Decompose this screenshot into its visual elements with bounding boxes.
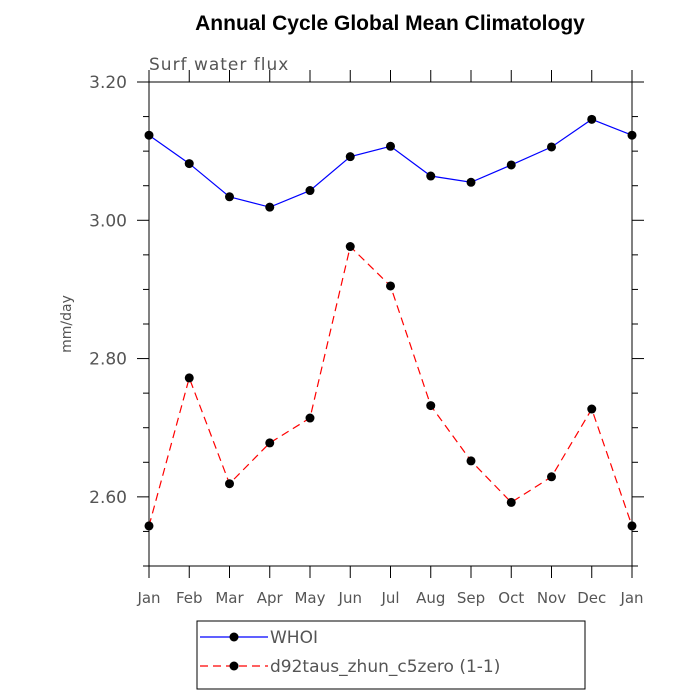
legend-label-d92taus: d92taus_zhun_c5zero (1-1) — [270, 657, 500, 677]
data-point-0 — [184, 159, 194, 169]
data-point-0 — [225, 192, 234, 202]
y-tick-label: 2.80 — [89, 350, 127, 370]
legend: WHOI d92taus_zhun_c5zero (1-1) — [196, 620, 586, 690]
data-point-0 — [426, 171, 436, 181]
data-point-1 — [466, 456, 476, 466]
data-point-1 — [426, 401, 436, 411]
legend-marker-whoi — [229, 632, 239, 642]
x-tick-label: Aug — [416, 589, 445, 607]
chart-title: Annual Cycle Global Mean Climatology — [195, 12, 585, 35]
data-point-0 — [386, 141, 395, 151]
x-tick-label: Jul — [380, 589, 399, 607]
x-tick-label: Sep — [457, 589, 485, 607]
y-tick-label: 2.60 — [89, 488, 127, 508]
data-point-0 — [547, 142, 556, 152]
series-lines — [144, 114, 637, 531]
data-point-0 — [144, 130, 154, 140]
legend-label-whoi: WHOI — [270, 628, 318, 648]
data-point-0 — [587, 114, 597, 124]
data-point-0 — [627, 130, 637, 140]
data-point-1 — [627, 521, 637, 531]
y-tick-label: 3.00 — [89, 211, 127, 231]
data-point-0 — [466, 177, 476, 187]
data-point-0 — [506, 160, 516, 170]
x-tick-labels: Jan Feb Mar Apr May Jun Jul Aug Sep Oct Nov Dec Jan — [136, 589, 643, 607]
x-tick-label: Jan — [619, 589, 643, 607]
y-tick-labels: 2.60 2.80 3.00 3.20 — [89, 73, 127, 508]
data-point-1 — [144, 521, 154, 531]
y-axis-label: mm/day — [59, 295, 75, 353]
x-tick-label: Nov — [537, 589, 566, 607]
chart-subtitle: Surf water flux — [149, 55, 289, 75]
data-point-1 — [345, 242, 355, 252]
series-line-0 — [148, 118, 633, 208]
plot-axes — [137, 70, 644, 578]
data-point-0 — [345, 152, 355, 162]
plot-frame — [148, 81, 633, 567]
data-point-1 — [386, 281, 395, 291]
data-point-1 — [506, 497, 516, 507]
data-point-1 — [547, 472, 556, 482]
x-tick-label: Jun — [338, 589, 362, 607]
data-point-1 — [184, 373, 194, 383]
x-tick-label: Feb — [176, 589, 203, 607]
x-tick-label: Dec — [577, 589, 606, 607]
data-point-1 — [305, 413, 315, 423]
data-point-1 — [587, 404, 597, 414]
data-point-0 — [265, 202, 275, 212]
x-tick-label: Jan — [136, 589, 160, 607]
data-point-1 — [225, 479, 234, 489]
legend-box — [196, 620, 586, 690]
legend-marker-d92taus — [229, 661, 239, 671]
x-tick-label: May — [294, 589, 325, 607]
x-tick-label: Oct — [498, 589, 524, 607]
y-tick-label: 3.20 — [89, 73, 127, 93]
data-point-0 — [305, 186, 315, 196]
x-tick-label: Apr — [257, 589, 284, 607]
data-point-1 — [265, 438, 275, 448]
x-tick-label: Mar — [215, 589, 244, 607]
